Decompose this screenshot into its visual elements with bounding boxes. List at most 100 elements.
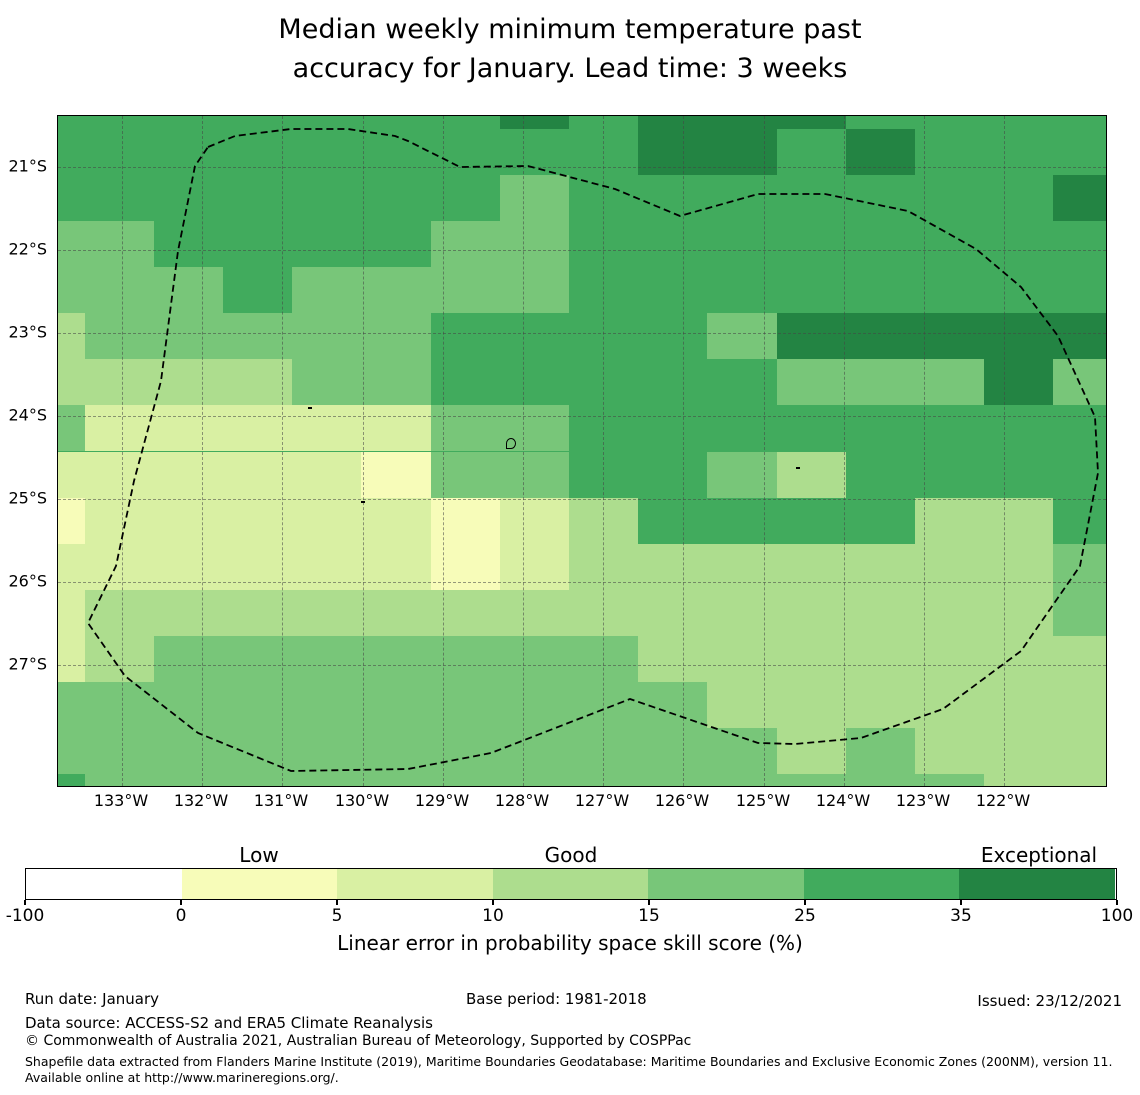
colorbar-segment	[181, 869, 338, 899]
grid-cell	[707, 313, 777, 360]
longitude-tick-label: 132°W	[173, 791, 229, 810]
grid-cell	[499, 116, 569, 129]
grid-cell	[1053, 728, 1106, 775]
colorbar-tick	[180, 900, 182, 905]
latitude-tick-label: 21°S	[8, 156, 47, 176]
grid-cell	[361, 635, 431, 682]
grid-cell	[84, 728, 154, 775]
colorbar-tick	[24, 900, 26, 905]
grid-cell	[776, 682, 846, 729]
colorbar-tick-label: 100	[1100, 906, 1134, 926]
grid-cell	[58, 313, 85, 360]
longitude-tick-label: 133°W	[93, 791, 149, 810]
grid-cell	[430, 635, 500, 682]
grid-cell	[915, 728, 985, 775]
colorbar-tick-label: 15	[638, 906, 660, 926]
longitude-tick-label: 122°W	[975, 791, 1031, 810]
grid-cell	[58, 116, 85, 129]
grid-cell	[915, 174, 985, 221]
grid-cell	[707, 589, 777, 636]
grid-cell	[292, 174, 362, 221]
grid-cell	[845, 359, 915, 406]
grid-cell	[915, 497, 985, 544]
latitude-tick-label: 27°S	[8, 654, 47, 674]
grid-cell	[776, 221, 846, 268]
grid-cell	[58, 774, 85, 786]
longitude-gridline	[924, 116, 925, 786]
grid-cell	[223, 359, 293, 406]
grid-cell	[638, 635, 708, 682]
grid-cell	[499, 774, 569, 786]
longitude-gridline	[683, 116, 684, 786]
colorbar-tick	[960, 900, 962, 905]
colorbar-segment	[959, 869, 1115, 899]
grid-cell	[361, 221, 431, 268]
base-period-text: Base period: 1981-2018	[466, 990, 647, 1008]
grid-cell	[499, 174, 569, 221]
grid-cell	[292, 116, 362, 129]
grid-cell	[292, 774, 362, 786]
grid-cell	[776, 359, 846, 406]
grid-cell	[638, 267, 708, 314]
longitude-tick-label: 127°W	[574, 791, 630, 810]
grid-cell	[361, 116, 431, 129]
grid-cell	[223, 116, 293, 129]
grid-cell	[430, 728, 500, 775]
grid-cell	[845, 728, 915, 775]
grid-cell	[292, 267, 362, 314]
longitude-gridline	[282, 116, 283, 786]
grid-cell	[223, 589, 293, 636]
grid-cell	[776, 267, 846, 314]
grid-cell	[430, 267, 500, 314]
colorbar-segment	[337, 869, 493, 899]
grid-cell	[430, 589, 500, 636]
grid-cell	[1053, 682, 1106, 729]
colorbar-tick	[492, 900, 494, 905]
grid-cell	[223, 174, 293, 221]
grid-cell	[915, 635, 985, 682]
grid-cell	[153, 221, 223, 268]
grid-cell	[984, 589, 1054, 636]
grid-cell	[223, 221, 293, 268]
grid-cell	[984, 116, 1054, 129]
chart-title-line2: accuracy for January. Lead time: 3 weeks	[292, 53, 848, 84]
grid-cell	[361, 267, 431, 314]
grid-cell	[845, 589, 915, 636]
grid-cell	[984, 774, 1054, 786]
grid-cell	[292, 405, 362, 452]
grid-cell	[58, 267, 85, 314]
latitude-tick-label: 26°S	[8, 571, 47, 591]
grid-cell	[361, 405, 431, 452]
latitude-tick-label: 25°S	[8, 488, 47, 508]
grid-cell	[1053, 313, 1106, 360]
grid-cell	[361, 497, 431, 544]
grid-cell	[707, 221, 777, 268]
grid-cell	[638, 451, 708, 498]
grid-cell	[499, 267, 569, 314]
grid-cell	[638, 774, 708, 786]
grid-cell	[153, 682, 223, 729]
grid-cell	[984, 267, 1054, 314]
longitude-gridline	[202, 116, 203, 786]
grid-cell	[638, 313, 708, 360]
grid-cell	[1053, 116, 1106, 129]
longitude-gridline	[523, 116, 524, 786]
grid-cell	[361, 774, 431, 786]
grid-cell	[499, 451, 569, 498]
grid-cell	[58, 589, 85, 636]
grid-cell	[223, 313, 293, 360]
colorbar-tick-label: 5	[331, 906, 343, 926]
grid-cell	[638, 589, 708, 636]
colorbar-category-label: Low	[239, 843, 279, 867]
grid-cell	[84, 174, 154, 221]
grid-cell	[707, 405, 777, 452]
latitude-gridline	[58, 582, 1106, 583]
longitude-tick-label: 125°W	[735, 791, 791, 810]
grid-cell	[292, 451, 362, 498]
colorbar-tick	[804, 900, 806, 905]
grid-cell	[292, 728, 362, 775]
grid-cell	[499, 221, 569, 268]
grid-cell	[499, 635, 569, 682]
grid-cell	[361, 174, 431, 221]
colorbar-tick-label: 0	[175, 906, 187, 926]
